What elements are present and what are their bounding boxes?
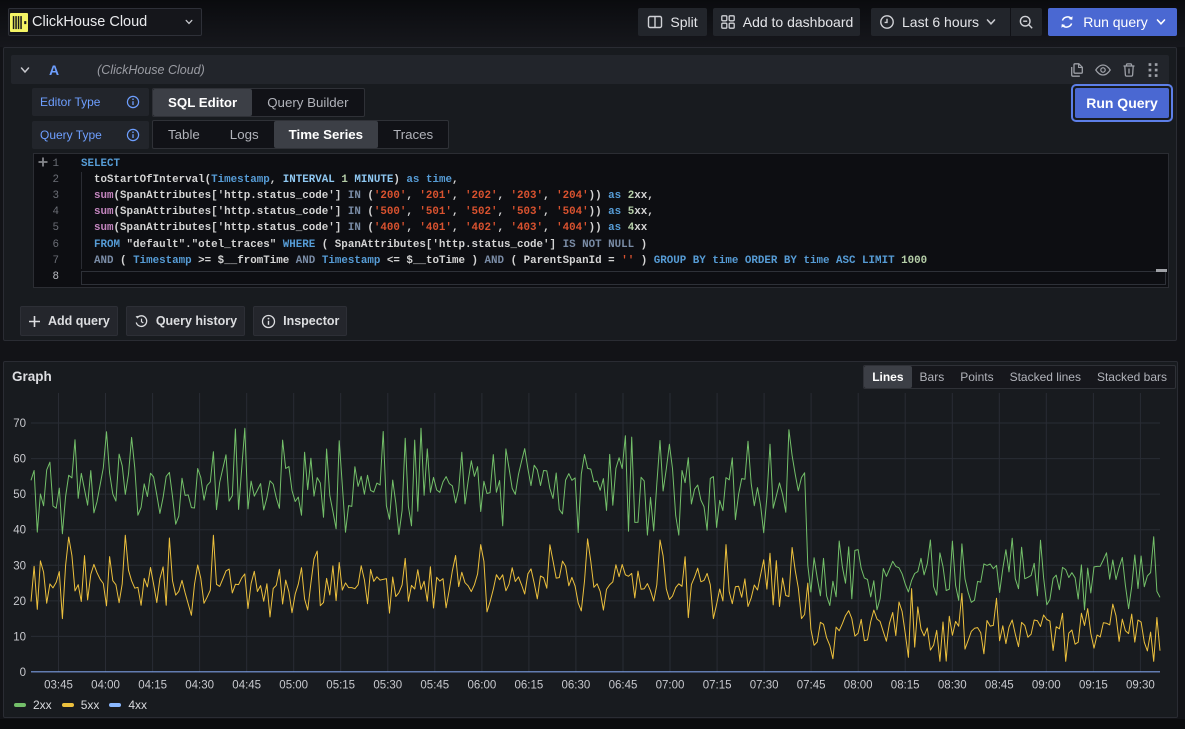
- svg-text:0: 0: [20, 667, 26, 679]
- svg-text:08:00: 08:00: [844, 680, 873, 692]
- svg-text:05:45: 05:45: [420, 680, 449, 692]
- svg-text:09:00: 09:00: [1032, 680, 1061, 692]
- svg-text:06:30: 06:30: [562, 680, 591, 692]
- svg-text:04:30: 04:30: [185, 680, 214, 692]
- svg-text:07:30: 07:30: [750, 680, 779, 692]
- svg-text:09:15: 09:15: [1079, 680, 1108, 692]
- svg-text:07:00: 07:00: [656, 680, 685, 692]
- svg-text:40: 40: [13, 525, 26, 537]
- svg-text:07:15: 07:15: [703, 680, 732, 692]
- svg-text:20: 20: [13, 596, 26, 608]
- svg-text:09:30: 09:30: [1126, 680, 1155, 692]
- svg-text:08:30: 08:30: [938, 680, 967, 692]
- svg-text:05:15: 05:15: [326, 680, 355, 692]
- svg-text:60: 60: [13, 454, 26, 466]
- svg-text:10: 10: [13, 631, 26, 643]
- svg-text:04:15: 04:15: [138, 680, 167, 692]
- svg-text:03:45: 03:45: [44, 680, 73, 692]
- svg-text:04:45: 04:45: [232, 680, 261, 692]
- svg-text:06:45: 06:45: [609, 680, 638, 692]
- svg-text:05:00: 05:00: [279, 680, 308, 692]
- svg-text:30: 30: [13, 560, 26, 572]
- svg-text:07:45: 07:45: [797, 680, 826, 692]
- svg-text:06:00: 06:00: [468, 680, 497, 692]
- svg-text:06:15: 06:15: [515, 680, 544, 692]
- svg-text:70: 70: [13, 418, 26, 430]
- svg-text:50: 50: [13, 489, 26, 501]
- svg-text:08:15: 08:15: [891, 680, 920, 692]
- svg-text:08:45: 08:45: [985, 680, 1014, 692]
- svg-text:04:00: 04:00: [91, 680, 120, 692]
- svg-text:05:30: 05:30: [373, 680, 402, 692]
